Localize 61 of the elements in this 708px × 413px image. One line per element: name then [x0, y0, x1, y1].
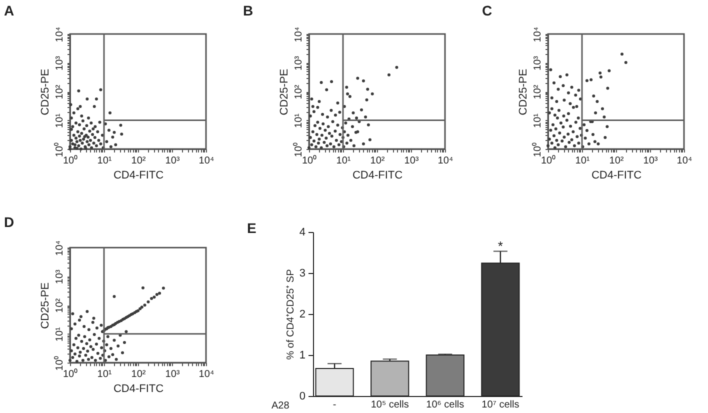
- annotation: *: [498, 238, 503, 254]
- y-tick-label: 1: [299, 350, 306, 362]
- x-tick-label: 10¹: [97, 369, 112, 380]
- chart-title: E: [247, 220, 256, 236]
- x-tick-label: 10¹: [336, 156, 352, 166]
- y-tick-label: 3: [299, 268, 306, 280]
- x-tick-label: 10⁴: [438, 156, 454, 166]
- x-tick-label: 10¹: [575, 156, 590, 166]
- chart-title: C: [482, 2, 492, 18]
- y-tick-label: 10⁴: [54, 240, 66, 256]
- y-axis-title: CD25-PE: [40, 282, 52, 329]
- y-axis-title: CD25-PE: [40, 68, 52, 116]
- y-tick-label: 10³: [532, 55, 544, 70]
- x-tick-label: 10³: [165, 369, 180, 380]
- y-tick-label: 10¹: [294, 112, 304, 128]
- y-tick-label: 10⁴: [532, 26, 544, 42]
- y-tick-label: 10²: [294, 84, 304, 100]
- x-axis-title: CD4-FITC: [591, 170, 642, 182]
- y-tick-label: 10⁴: [54, 26, 66, 42]
- x-tick-label: 10⁷ cells: [482, 400, 520, 410]
- y-tick-label: 10⁴: [294, 26, 304, 42]
- y-tick-label: 10¹: [54, 112, 66, 128]
- x-tick-label: -: [332, 400, 336, 410]
- x-tick-label: 10²: [609, 156, 624, 166]
- y-tick-label: 10¹: [54, 326, 66, 342]
- x-tick-label: 10³: [404, 156, 420, 166]
- x-axis-title: CD4-FITC: [352, 170, 403, 182]
- y-tick-label: 10⁰: [54, 356, 66, 371]
- y-axis-title: % of CD4⁺CD25⁺ SP: [285, 268, 296, 360]
- x-axis-title: CD4-FITC: [113, 383, 164, 396]
- y-tick-label: 10²: [54, 298, 66, 313]
- x-tick-label: 10³: [643, 156, 658, 166]
- x-tick-label: 10⁰: [62, 368, 78, 380]
- y-tick-label: 10³: [54, 268, 66, 284]
- x-tick-label: 10⁴: [198, 369, 214, 380]
- x-tick-label: 10⁵ cells: [370, 400, 409, 410]
- x-tick-label: 10²: [131, 156, 146, 166]
- x-axis-title: CD4-FITC: [113, 170, 164, 182]
- y-tick-label: 4: [299, 226, 306, 238]
- x-tick-label: 10¹: [97, 156, 112, 166]
- y-axis-title: CD25-PE: [278, 68, 290, 116]
- y-tick-label: 0: [299, 390, 306, 402]
- y-tick-label: 2: [299, 308, 306, 320]
- y-tick-label: 10²: [54, 84, 66, 100]
- x-tick-label: 10⁴: [676, 156, 692, 166]
- x-tick-label: 10⁶ cells: [426, 400, 464, 410]
- y-tick-label: 10³: [54, 55, 66, 70]
- y-tick-label: 10²: [532, 84, 544, 100]
- chart-title: D: [4, 214, 14, 230]
- chart-title: B: [243, 2, 254, 18]
- chart-title: A: [4, 2, 14, 18]
- x-tick-label: 10⁰: [540, 154, 556, 166]
- x-tick-label: 10²: [131, 369, 146, 380]
- x-tick-label: 10⁰: [62, 154, 78, 166]
- y-tick-label: 10³: [294, 55, 304, 70]
- x-tick-label: 10³: [165, 156, 180, 166]
- y-tick-label: 10¹: [532, 112, 544, 128]
- x-axis-title: A28: [272, 400, 290, 412]
- x-tick-label: 10⁴: [198, 156, 214, 166]
- x-tick-label: 10²: [370, 156, 386, 166]
- y-axis-title: CD25-PE: [518, 68, 530, 116]
